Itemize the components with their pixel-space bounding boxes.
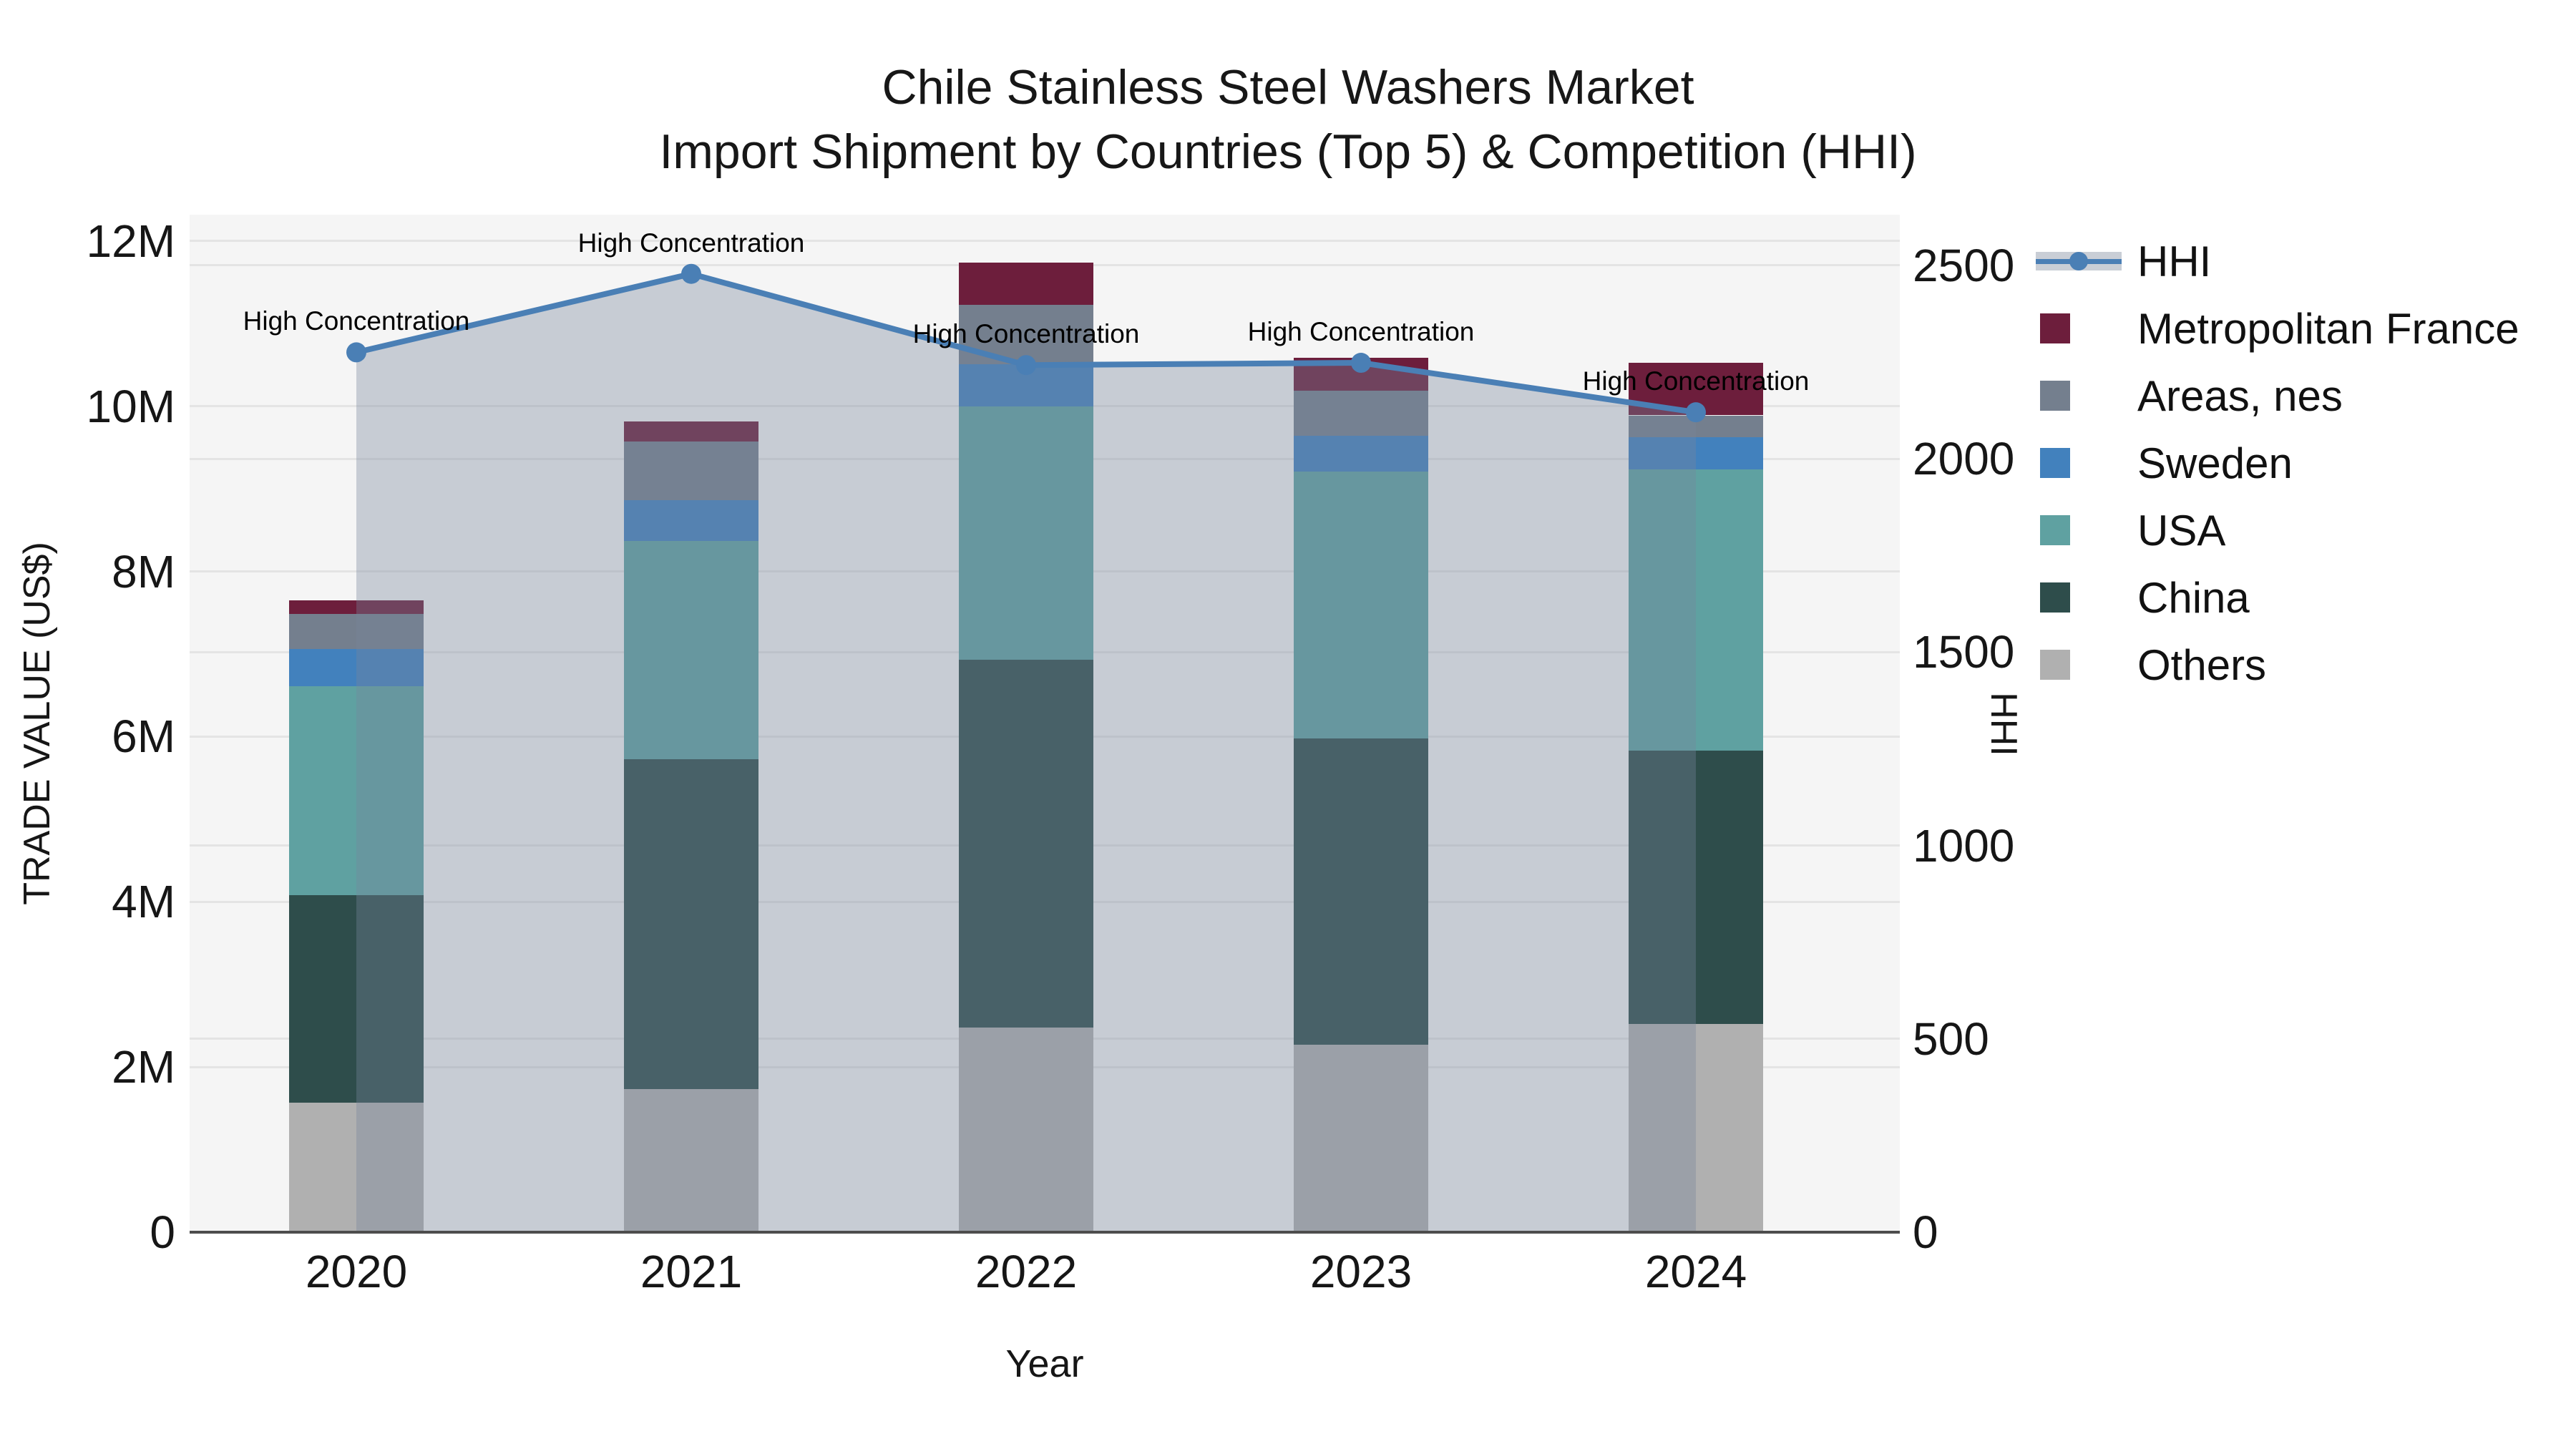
annotation-2021: High Concentration: [577, 228, 805, 258]
legend-swatch-glyph: [2036, 380, 2122, 411]
bar-segment-2022-usa: [959, 406, 1093, 660]
y-left-tick-12M: 12M: [86, 215, 176, 267]
legend-item-areas-nes[interactable]: Areas, nes: [2036, 362, 2519, 429]
bar-segment-2020-sweden: [289, 649, 424, 687]
y-left-tick-6M: 6M: [112, 711, 175, 763]
bar-segment-2024-sweden: [1629, 436, 1763, 469]
bar-segment-2020-metropolitan-france: [289, 600, 424, 614]
legend-label: China: [2137, 573, 2250, 622]
hhi-point-2021: [681, 263, 701, 284]
hhi-point-2022: [1016, 355, 1036, 376]
legend-swatch-glyph: [2036, 447, 2122, 479]
chart-title-line1: Chile Stainless Steel Washers Market: [882, 60, 1694, 114]
hhi-point-2023: [1351, 353, 1371, 374]
bar-segment-2021-areas-nes: [624, 441, 758, 501]
annotation-2024: High Concentration: [1582, 366, 1810, 396]
legend-color-swatch: [2040, 381, 2070, 411]
legend-label: Sweden: [2137, 439, 2293, 487]
legend-item-china[interactable]: China: [2036, 564, 2519, 631]
y-left-tick-8M: 8M: [112, 545, 175, 597]
y-right-tick-0: 0: [1913, 1206, 1938, 1258]
y-right-tick-500: 500: [1913, 1013, 1989, 1065]
legend-swatch-glyph: [2036, 649, 2122, 680]
gridline: [190, 240, 1900, 243]
legend-item-others[interactable]: Others: [2036, 631, 2519, 698]
y-right-tick-1000: 1000: [1913, 819, 2015, 872]
legend-item-usa[interactable]: USA: [2036, 497, 2519, 564]
hhi-point-2024: [1686, 402, 1706, 423]
x-tick-2024: 2024: [1644, 1246, 1747, 1297]
legend-line-glyph: [2036, 245, 2122, 277]
bar-segment-2020-areas-nes: [289, 613, 424, 650]
annotation-2020: High Concentration: [243, 306, 470, 336]
annotation-2023: High Concentration: [1247, 317, 1475, 347]
y-right-tick-2000: 2000: [1913, 433, 2015, 485]
bar-segment-2021-metropolitan-france: [624, 421, 758, 442]
legend-hhi-marker: [2069, 252, 2088, 270]
bar-segment-2024-usa: [1629, 469, 1763, 751]
bar-segment-2021-others: [624, 1089, 758, 1232]
bar-segment-2020-usa: [289, 686, 424, 896]
x-axis-title: Year: [1005, 1342, 1084, 1385]
legend-label: Others: [2137, 640, 2267, 689]
legend-item-hhi[interactable]: HHI: [2036, 228, 2519, 295]
bar-segment-2022-others: [959, 1027, 1093, 1232]
bar-segment-2023-sweden: [1294, 436, 1428, 472]
bar-segment-2022-metropolitan-france: [959, 262, 1093, 305]
y-left-tick-0: 0: [150, 1206, 175, 1258]
legend-color-swatch: [2040, 515, 2070, 545]
legend: HHI Metropolitan France Areas, nes Sweden US…: [2036, 228, 2519, 698]
y-right-tick-2500: 2500: [1913, 239, 2015, 291]
legend-swatch-glyph: [2036, 582, 2122, 613]
x-tick-2023: 2023: [1309, 1246, 1413, 1297]
bar-segment-2021-sweden: [624, 500, 758, 541]
x-tick-2022: 2022: [975, 1246, 1078, 1297]
y-axis-title-right: HHI: [1983, 692, 2024, 756]
annotation-2022: High Concentration: [912, 319, 1140, 349]
plot-area: High Concentration High Concentration High…: [87, 215, 2014, 1385]
bar-segment-2021-china: [624, 758, 758, 1090]
legend-label: USA: [2137, 506, 2226, 555]
legend-label: HHI: [2137, 237, 2212, 286]
legend-color-swatch: [2040, 313, 2070, 343]
bar-segment-2024-others: [1629, 1024, 1763, 1232]
y-left-tick-4M: 4M: [112, 876, 175, 928]
y-axis-title-left: TRADE VALUE (US$): [16, 542, 58, 905]
legend-swatch-glyph: [2036, 313, 2122, 344]
bar-segment-2023-china: [1294, 738, 1428, 1045]
hhi-area-fill: [356, 273, 1696, 1232]
bar-segment-2020-china: [289, 895, 424, 1103]
legend-color-swatch: [2040, 650, 2070, 680]
bar-segment-2020-others: [289, 1102, 424, 1232]
chart-title: Chile Stainless Steel Washers Market Imp…: [0, 56, 2576, 185]
legend-item-metropolitan-france[interactable]: Metropolitan France: [2036, 295, 2519, 362]
y-right-tick-1500: 1500: [1913, 626, 2015, 678]
hhi-line-layer: [346, 263, 1706, 1232]
x-axis-line: [190, 1231, 1900, 1234]
bar-segment-2023-usa: [1294, 471, 1428, 738]
hhi-point-2020: [346, 342, 366, 363]
bar-segment-2024-china: [1629, 751, 1763, 1025]
bar-segment-2023-areas-nes: [1294, 390, 1428, 436]
y-left-tick-2M: 2M: [112, 1041, 175, 1093]
legend-color-swatch: [2040, 582, 2070, 613]
legend-color-swatch: [2040, 448, 2070, 478]
legend-label: Areas, nes: [2137, 371, 2343, 420]
x-tick-2021: 2021: [640, 1246, 743, 1297]
bar-segment-2021-usa: [624, 540, 758, 759]
legend-label: Metropolitan France: [2137, 304, 2519, 353]
legend-item-sweden[interactable]: Sweden: [2036, 429, 2519, 497]
x-tick-2020: 2020: [305, 1246, 408, 1297]
bar-segment-2022-china: [959, 660, 1093, 1028]
y-left-tick-10M: 10M: [86, 380, 176, 432]
legend-swatch-glyph: [2036, 514, 2122, 546]
chart-title-line2: Import Shipment by Countries (Top 5) & C…: [659, 124, 1917, 179]
bar-segment-2023-others: [1294, 1045, 1428, 1232]
